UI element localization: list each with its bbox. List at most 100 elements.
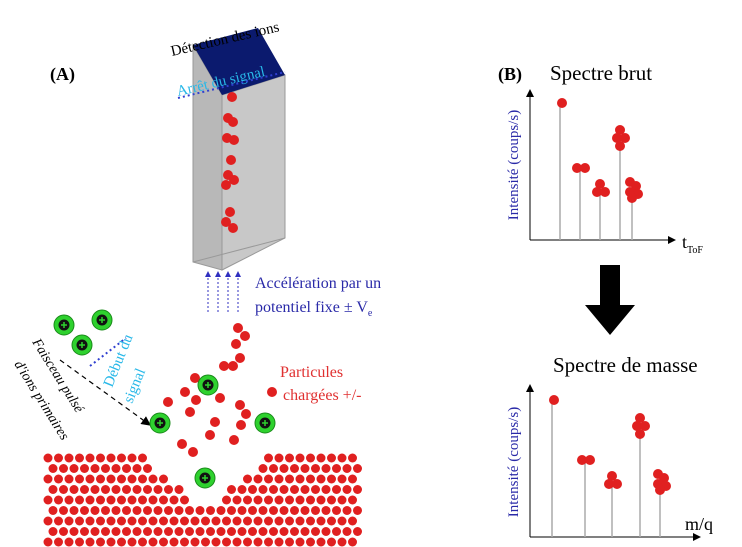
particle — [227, 527, 236, 536]
particle — [180, 517, 189, 526]
particle — [317, 517, 326, 526]
particle — [107, 496, 116, 505]
particle — [133, 485, 142, 494]
particle — [280, 485, 289, 494]
particle — [163, 397, 173, 407]
particle — [343, 464, 352, 473]
particle — [317, 475, 326, 484]
particle — [580, 163, 590, 173]
particle — [49, 464, 58, 473]
particle — [91, 485, 100, 494]
particle — [306, 496, 315, 505]
particle — [228, 117, 238, 127]
particle — [269, 485, 278, 494]
particle — [117, 454, 126, 463]
particle — [275, 454, 284, 463]
particle — [44, 475, 53, 484]
particle — [285, 475, 294, 484]
particle — [206, 506, 215, 515]
panel-label: (B) — [498, 64, 522, 85]
particle — [70, 527, 79, 536]
particle — [259, 506, 268, 515]
particle — [228, 223, 238, 233]
particle — [149, 475, 158, 484]
particle — [322, 485, 331, 494]
particle — [264, 538, 273, 547]
particle — [149, 538, 158, 547]
particle — [243, 517, 252, 526]
particle — [332, 506, 341, 515]
particle — [306, 454, 315, 463]
particle — [112, 506, 121, 515]
particle — [107, 475, 116, 484]
particle — [301, 485, 310, 494]
particle — [65, 475, 74, 484]
particle — [54, 475, 63, 484]
particle — [269, 506, 278, 515]
particle — [655, 485, 665, 495]
particle — [600, 187, 610, 197]
particle — [259, 464, 268, 473]
particle — [322, 464, 331, 473]
particle — [112, 464, 121, 473]
particle — [65, 517, 74, 526]
particle — [59, 464, 68, 473]
particle — [215, 393, 225, 403]
particle — [75, 454, 84, 463]
particle — [264, 454, 273, 463]
particle — [107, 517, 116, 526]
particle — [101, 485, 110, 494]
particle — [44, 496, 53, 505]
particle — [301, 506, 310, 515]
particle — [275, 517, 284, 526]
particle — [44, 538, 53, 547]
particle — [122, 527, 131, 536]
particle — [311, 527, 320, 536]
particle — [128, 454, 137, 463]
particle — [196, 506, 205, 515]
particle — [317, 454, 326, 463]
particle — [353, 506, 362, 515]
particle — [306, 517, 315, 526]
panel-label: (A) — [50, 64, 75, 85]
particle — [175, 485, 184, 494]
particle — [75, 496, 84, 505]
particle — [338, 517, 347, 526]
particle — [191, 538, 200, 547]
particle — [238, 506, 247, 515]
particle — [238, 485, 247, 494]
particle — [128, 475, 137, 484]
particle — [219, 361, 229, 371]
particle — [128, 538, 137, 547]
particle — [332, 464, 341, 473]
particle — [225, 207, 235, 217]
particle — [332, 527, 341, 536]
particle — [635, 429, 645, 439]
particle — [348, 454, 357, 463]
particle — [191, 395, 201, 405]
particle — [54, 496, 63, 505]
particle — [585, 455, 595, 465]
particle — [615, 141, 625, 151]
particle — [557, 98, 567, 108]
y-axis-label: Intensité (coups/s) — [506, 110, 522, 220]
particle — [185, 407, 195, 417]
particle — [317, 496, 326, 505]
particle — [243, 496, 252, 505]
particle — [549, 395, 559, 405]
particle — [122, 506, 131, 515]
particle — [75, 538, 84, 547]
x-axis-label: m/q — [685, 514, 713, 534]
particle — [226, 155, 236, 165]
particle — [301, 464, 310, 473]
particle — [254, 475, 263, 484]
particle — [290, 485, 299, 494]
particle — [75, 475, 84, 484]
particle — [240, 331, 250, 341]
particle — [306, 475, 315, 484]
particle — [133, 464, 142, 473]
particle — [285, 517, 294, 526]
particle — [212, 538, 221, 547]
particle — [301, 527, 310, 536]
particle — [75, 517, 84, 526]
